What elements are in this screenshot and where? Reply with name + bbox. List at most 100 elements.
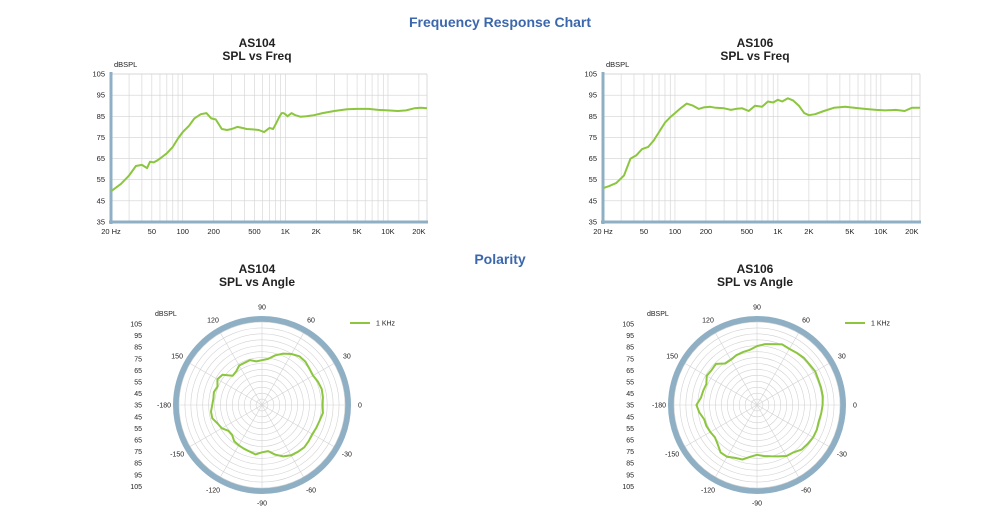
r-scale-label: 95 xyxy=(626,333,634,340)
r-scale-label: 55 xyxy=(134,380,142,387)
angle-label: -150 xyxy=(170,452,184,459)
legend-label: 1 KHz xyxy=(871,321,891,328)
x-tick-label: 200 xyxy=(207,227,220,236)
r-axis-label: dBSPL xyxy=(155,311,177,318)
y-tick-label: 55 xyxy=(589,175,597,184)
polar-spoke xyxy=(261,404,335,447)
polar-spoke xyxy=(261,332,304,406)
angle-label: -120 xyxy=(701,487,715,494)
y-tick-label: 85 xyxy=(97,112,105,121)
angle-label: 60 xyxy=(307,318,315,325)
r-scale-label: 85 xyxy=(134,461,142,468)
y-axis-label: dBSPL xyxy=(114,60,137,69)
polar-spoke xyxy=(715,332,758,406)
y-tick-label: 95 xyxy=(589,91,597,100)
y-tick-label: 85 xyxy=(589,112,597,121)
r-scale-label: 75 xyxy=(134,449,142,456)
as106-freq-subtitle: SPL vs Freq xyxy=(720,49,790,63)
r-scale-label: 65 xyxy=(626,368,634,375)
x-tick-label: 500 xyxy=(741,227,754,236)
legend-label: 1 KHz xyxy=(376,321,396,328)
r-scale-label: 65 xyxy=(134,368,142,375)
x-tick-label: 5K xyxy=(845,227,854,236)
r-scale-label: 105 xyxy=(622,484,634,491)
r-scale-label: 35 xyxy=(626,403,634,410)
y-tick-label: 95 xyxy=(97,91,105,100)
r-scale-label: 95 xyxy=(134,472,142,479)
r-scale-label: 55 xyxy=(626,380,634,387)
polar-spoke xyxy=(715,404,758,478)
polar-spoke xyxy=(189,363,263,406)
angle-label: 90 xyxy=(753,305,761,312)
x-tick-label: 2K xyxy=(804,227,813,236)
x-tick-label: 100 xyxy=(176,227,189,236)
x-tick-label: 1K xyxy=(281,227,290,236)
x-tick-label: 200 xyxy=(700,227,713,236)
x-tick-label: 100 xyxy=(669,227,682,236)
x-tick-label: 50 xyxy=(640,227,648,236)
as104-polar-model: AS104 xyxy=(238,262,276,276)
as104-polar-subtitle: SPL vs Angle xyxy=(218,275,296,289)
x-tick-label: 500 xyxy=(248,227,261,236)
r-scale-label: 45 xyxy=(626,391,634,398)
angle-label: -60 xyxy=(801,487,811,494)
angle-label: 0 xyxy=(358,403,362,410)
y-tick-label: 45 xyxy=(97,196,105,205)
polar-spoke xyxy=(756,404,799,478)
angle-label: -90 xyxy=(752,501,762,508)
y-tick-label: 75 xyxy=(97,133,105,142)
y-axis-label: dBSPL xyxy=(606,60,629,69)
polar-spoke xyxy=(756,332,799,406)
angle-label: -180 xyxy=(652,403,666,410)
polar-spoke xyxy=(756,404,830,447)
x-tick-label: 20 Hz xyxy=(101,227,121,236)
r-scale-label: 35 xyxy=(134,403,142,410)
angle-label: 120 xyxy=(207,318,219,325)
x-tick-label: 1K xyxy=(773,227,782,236)
polar-spoke xyxy=(220,404,263,478)
angle-label: 150 xyxy=(171,354,183,361)
as104-freq-title: AS104 SPL vs Freq xyxy=(207,37,307,63)
x-tick-label: 2K xyxy=(312,227,321,236)
angle-label: -30 xyxy=(342,452,352,459)
as106-freq-model: AS106 xyxy=(736,36,774,50)
r-scale-label: 105 xyxy=(622,322,634,329)
angle-label: -180 xyxy=(157,403,171,410)
y-tick-label: 35 xyxy=(589,218,597,227)
polarity-title: Polarity xyxy=(474,251,526,267)
x-tick-label: 5K xyxy=(352,227,361,236)
angle-label: -90 xyxy=(257,501,267,508)
polar-spoke xyxy=(261,404,304,478)
x-tick-label: 50 xyxy=(148,227,156,236)
r-scale-label: 85 xyxy=(134,345,142,352)
x-tick-label: 20 Hz xyxy=(593,227,613,236)
y-tick-label: 75 xyxy=(589,133,597,142)
r-scale-label: 75 xyxy=(626,449,634,456)
r-scale-label: 75 xyxy=(626,356,634,363)
y-tick-label: 45 xyxy=(589,196,597,205)
as104-freq-model: AS104 xyxy=(238,36,276,50)
y-tick-label: 35 xyxy=(97,218,105,227)
r-scale-label: 65 xyxy=(134,438,142,445)
angle-label: 30 xyxy=(343,354,351,361)
polar-series-line xyxy=(695,343,824,461)
y-tick-label: 65 xyxy=(97,154,105,163)
polar-spoke xyxy=(756,363,830,406)
angle-label: 0 xyxy=(853,403,857,410)
x-tick-label: 10K xyxy=(874,227,887,236)
r-scale-label: 45 xyxy=(134,391,142,398)
r-scale-label: 45 xyxy=(134,414,142,421)
angle-label: -30 xyxy=(837,452,847,459)
y-tick-label: 65 xyxy=(589,154,597,163)
r-scale-label: 45 xyxy=(626,414,634,421)
polar-spoke xyxy=(684,404,758,447)
as106-polar-subtitle: SPL vs Angle xyxy=(716,275,794,289)
page-title: Frequency Response Chart xyxy=(408,14,592,30)
r-axis-label: dBSPL xyxy=(647,311,669,318)
r-scale-label: 95 xyxy=(134,333,142,340)
as104-freq-subtitle: SPL vs Freq xyxy=(222,49,292,63)
angle-label: 150 xyxy=(666,354,678,361)
angle-label: 60 xyxy=(802,318,810,325)
